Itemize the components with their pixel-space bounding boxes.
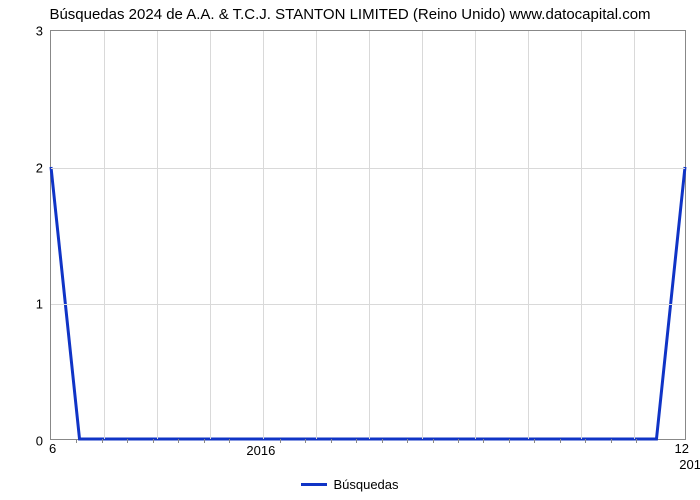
x-minor-tick [407,439,408,443]
gridline-h [51,168,685,169]
x-minor-tick [483,439,484,443]
y-tick-label: 1 [36,297,43,312]
x-minor-tick [534,439,535,443]
gridline-v [422,31,423,439]
legend-label: Búsquedas [333,477,398,492]
legend-swatch [301,483,327,486]
gridline-v [528,31,529,439]
x-minor-tick [611,439,612,443]
y-tick-label: 0 [36,434,43,449]
x-label-left: 6 [49,441,56,456]
x-minor-tick [560,439,561,443]
x-minor-tick [382,439,383,443]
x-label-right-bottom: 201 [679,457,700,472]
chart-title: Búsquedas 2024 de A.A. & T.C.J. STANTON … [0,6,700,23]
x-minor-tick [127,439,128,443]
gridline-v [581,31,582,439]
x-minor-tick [585,439,586,443]
x-label-right-top: 12 [675,441,689,456]
gridline-v [263,31,264,439]
x-minor-tick [509,439,510,443]
x-minor-tick [153,439,154,443]
gridline-v [104,31,105,439]
plot-area: 01232016612201 [50,30,686,440]
gridline-v [634,31,635,439]
x-minor-tick [229,439,230,443]
x-minor-tick [102,439,103,443]
x-minor-tick [458,439,459,443]
gridline-v [210,31,211,439]
gridline-v [369,31,370,439]
x-minor-tick [433,439,434,443]
gridline-v [157,31,158,439]
chart-container: Búsquedas 2024 de A.A. & T.C.J. STANTON … [0,0,700,500]
gridline-v [316,31,317,439]
x-minor-tick [178,439,179,443]
x-minor-tick [204,439,205,443]
x-minor-tick [305,439,306,443]
legend: Búsquedas [0,476,700,492]
x-minor-tick [636,439,637,443]
x-minor-tick [280,439,281,443]
data-line [51,31,685,439]
x-minor-tick [356,439,357,443]
x-minor-tick [331,439,332,443]
y-tick-label: 3 [36,24,43,39]
gridline-h [51,304,685,305]
gridline-v [475,31,476,439]
x-tick-label-major: 2016 [246,443,275,458]
x-minor-tick [76,439,77,443]
y-tick-label: 2 [36,160,43,175]
